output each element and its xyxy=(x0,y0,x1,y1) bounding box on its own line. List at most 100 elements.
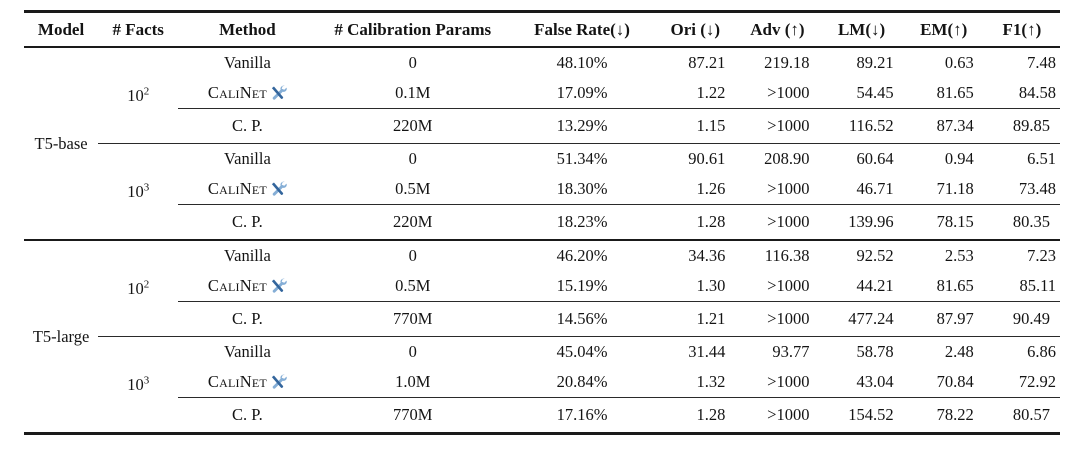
facts-cell: 102 xyxy=(98,47,178,144)
facts-cell: 103 xyxy=(98,143,179,240)
table-row: 103 Vanilla 0 51.34% 90.61 208.90 60.64 … xyxy=(24,143,1060,240)
ori-cell: 1.22 xyxy=(696,83,726,102)
method-cell: C. P. xyxy=(178,301,317,337)
params-cell: 0 xyxy=(316,336,509,367)
adv-cell: >1000 xyxy=(735,204,820,240)
em-cell: 71.18 xyxy=(936,179,974,198)
false-rate-cell: 17.09% xyxy=(556,83,608,102)
facts-base: 10 xyxy=(127,374,144,394)
f1-cell: 89.85 xyxy=(983,108,1060,144)
facts-cell: 103 xyxy=(98,336,179,434)
em-cell: 78.15 xyxy=(903,204,984,240)
facts-cell: 102 xyxy=(98,239,179,337)
em-cell: 2.48 xyxy=(903,336,984,367)
em-cell: 87.97 xyxy=(903,301,984,337)
adv-cell: 208.90 xyxy=(735,143,820,174)
table-row: CaliNet 1.0M 20.84% 1.32 >1000 43.04 70.… xyxy=(24,367,1060,398)
table-row: CaliNet 0.5M 15.19% 1.30 >1000 44.21 81.… xyxy=(24,271,1060,302)
params-cell: 770M xyxy=(316,301,509,337)
params-cell: 1.0M xyxy=(395,372,431,391)
params-cell: 0 xyxy=(316,239,509,271)
method-cell: CaliNet xyxy=(178,271,316,302)
results-table: Model # Facts Method # Calibration Param… xyxy=(24,10,1060,435)
adv-cell: >1000 xyxy=(767,83,810,102)
adv-cell: >1000 xyxy=(767,276,810,295)
col-header-method: Method xyxy=(178,10,317,48)
false-rate-cell: 18.23% xyxy=(508,204,656,240)
adv-cell: 219.18 xyxy=(764,53,810,72)
table-row: CaliNet 0.1M 17.09% 1.22 >1000 54.45 81.… xyxy=(24,78,1060,109)
facts-base: 10 xyxy=(127,278,144,298)
col-header-em: EM(↑) xyxy=(903,10,984,48)
hammer-wrench-icon xyxy=(271,85,287,100)
calinet-label: CaliNet xyxy=(207,179,267,198)
ori-cell: 87.21 xyxy=(688,53,726,72)
table-row: T5-base 102 Vanilla 0 48.10% 87.21 219.1… xyxy=(24,47,1060,153)
false-rate-cell: 15.19% xyxy=(556,276,608,295)
col-header-facts: # Facts xyxy=(98,10,179,48)
col-header-ori: Ori (↓) xyxy=(655,10,736,48)
params-cell: 0.1M xyxy=(395,83,431,102)
table-row: C. P. 770M 14.56% 1.21 >1000 477.24 87.9… xyxy=(24,301,1060,337)
method-cell: C. P. xyxy=(178,204,317,240)
em-cell: 2.53 xyxy=(903,239,984,271)
facts-exponent: 3 xyxy=(143,181,150,193)
ori-cell: 1.28 xyxy=(655,397,736,434)
adv-cell: >1000 xyxy=(735,301,820,337)
f1-cell: 73.48 xyxy=(1018,179,1056,198)
em-cell: 78.22 xyxy=(903,397,984,434)
adv-cell: >1000 xyxy=(767,372,810,391)
params-cell: 0.5M xyxy=(395,276,431,295)
f1-cell: 90.49 xyxy=(983,301,1060,337)
method-cell: Vanilla xyxy=(178,239,317,271)
lm-cell: 477.24 xyxy=(819,301,904,337)
ori-cell: 1.21 xyxy=(655,301,736,337)
model-cell: T5-base xyxy=(34,133,88,153)
lm-cell: 154.52 xyxy=(819,397,904,434)
false-rate-cell: 13.29% xyxy=(508,108,656,144)
col-header-f1: F1(↑) xyxy=(983,10,1060,48)
table-row: C. P. 770M 17.16% 1.28 >1000 154.52 78.2… xyxy=(24,397,1060,434)
ori-cell: 1.32 xyxy=(696,372,726,391)
facts-base: 10 xyxy=(127,181,144,201)
hammer-wrench-icon xyxy=(271,181,287,196)
ori-cell: 1.30 xyxy=(696,276,726,295)
adv-cell: 116.38 xyxy=(735,239,820,271)
params-cell: 220M xyxy=(316,204,509,240)
lm-cell: 92.52 xyxy=(819,239,904,271)
false-rate-cell: 45.04% xyxy=(508,336,656,367)
facts-exponent: 2 xyxy=(143,85,150,97)
col-header-false-rate: False Rate(↓) xyxy=(508,10,656,48)
lm-cell: 46.71 xyxy=(856,179,894,198)
table-row: CaliNet 0.5M 18.30% 1.26 >1000 46.71 71.… xyxy=(24,174,1060,205)
model-cell: T5-large xyxy=(24,239,99,434)
method-cell: CaliNet xyxy=(178,367,316,398)
em-cell: 87.34 xyxy=(903,108,984,144)
ori-cell: 1.28 xyxy=(655,204,736,240)
lm-cell: 54.45 xyxy=(856,83,894,102)
hammer-wrench-icon xyxy=(271,374,287,389)
ori-cell: 31.44 xyxy=(655,336,736,367)
facts-exponent: 2 xyxy=(143,278,150,290)
false-rate-cell: 48.10% xyxy=(556,53,608,72)
lm-cell: 89.21 xyxy=(856,53,894,72)
lm-cell: 58.78 xyxy=(819,336,904,367)
adv-cell: 93.77 xyxy=(735,336,820,367)
false-rate-cell: 20.84% xyxy=(556,372,608,391)
false-rate-cell: 51.34% xyxy=(508,143,656,174)
adv-cell: >1000 xyxy=(767,179,810,198)
false-rate-cell: 18.30% xyxy=(556,179,608,198)
facts-exponent: 3 xyxy=(143,374,150,386)
f1-cell: 72.92 xyxy=(1018,372,1056,391)
f1-cell: 6.51 xyxy=(983,143,1060,174)
method-cell: C. P. xyxy=(178,108,317,144)
false-rate-cell: 14.56% xyxy=(508,301,656,337)
adv-cell: >1000 xyxy=(735,108,820,144)
lm-cell: 116.52 xyxy=(819,108,904,144)
col-header-adv: Adv (↑) xyxy=(735,10,820,48)
method-cell: Vanilla xyxy=(178,143,317,174)
params-cell: 220M xyxy=(316,108,509,144)
col-header-lm: LM(↓) xyxy=(819,10,904,48)
method-cell: CaliNet xyxy=(178,174,316,205)
f1-cell: 85.11 xyxy=(1019,276,1056,295)
